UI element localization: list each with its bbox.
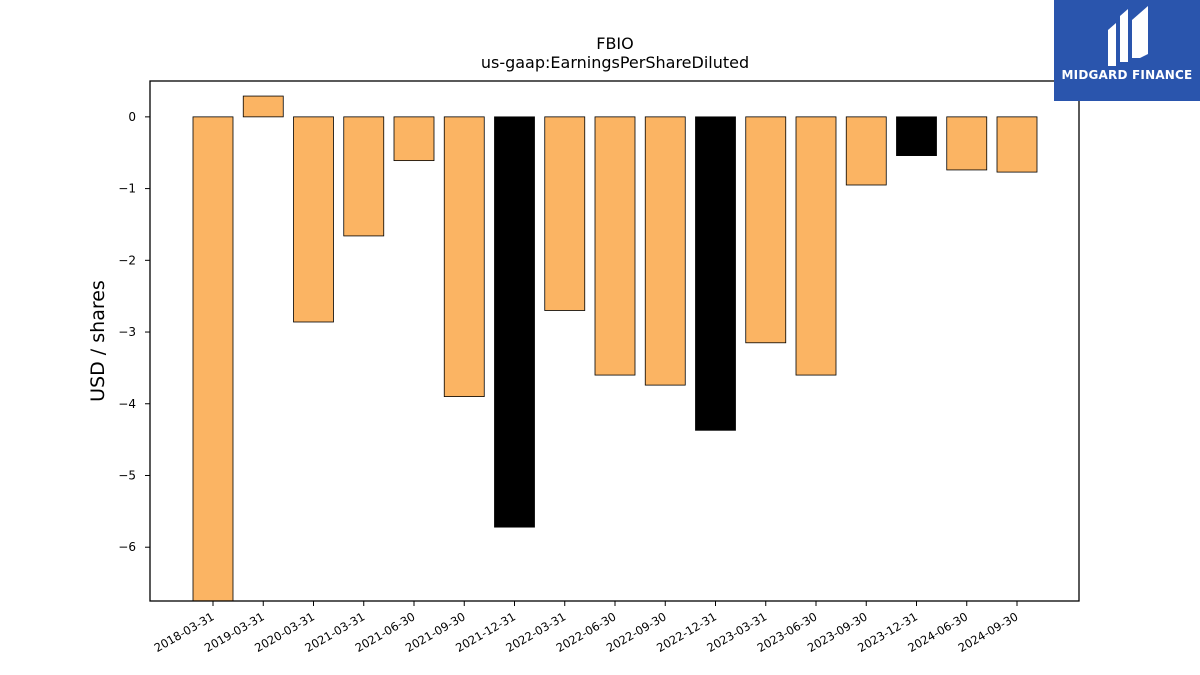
chart-title: FBIO [596,34,634,53]
midgard-logo-icon [1108,6,1148,66]
bar-2023-03-31 [745,116,787,344]
brand-name: MIDGARD FINANCE [1061,68,1193,82]
y-tick-label: −3 [118,325,136,339]
y-tick-label: −6 [118,540,136,554]
y-tick-label: −4 [118,397,136,411]
bar-2022-03-31 [544,116,586,311]
bar-2023-06-30 [795,116,837,376]
bar-2022-12-31 [695,116,736,431]
x-axis: 2018-03-312019-03-312020-03-312021-03-31… [152,601,1021,655]
y-tick-label: −2 [118,253,136,267]
bar-2018-03-31 [192,116,234,602]
bar-2022-09-30 [644,116,686,386]
bar-2021-09-30 [443,116,485,397]
midgard-finance-logo: MIDGARD FINANCE [1054,0,1200,101]
bars-group [192,95,1038,602]
y-tick-label: −1 [118,182,136,196]
y-tick-label: 0 [128,110,136,124]
y-axis-label: USD / shares [87,280,109,402]
bar-2021-12-31 [494,116,535,528]
bar-2024-09-30 [996,116,1038,173]
chart-subtitle: us-gaap:EarningsPerShareDiluted [481,53,749,72]
bar-2019-03-31 [242,95,284,118]
bar-2022-06-30 [594,116,636,376]
bar-2023-09-30 [845,116,887,186]
y-tick-label: −5 [118,468,136,482]
bar-2020-03-31 [293,116,334,323]
bar-2021-03-31 [343,116,385,237]
y-axis: 0 −1 −2 −3 −4 −5 −6 [118,110,150,554]
plot-frame [149,80,1080,602]
bar-2021-06-30 [393,116,435,162]
bar-2024-06-30 [946,116,988,171]
bar-2023-12-31 [896,116,937,156]
